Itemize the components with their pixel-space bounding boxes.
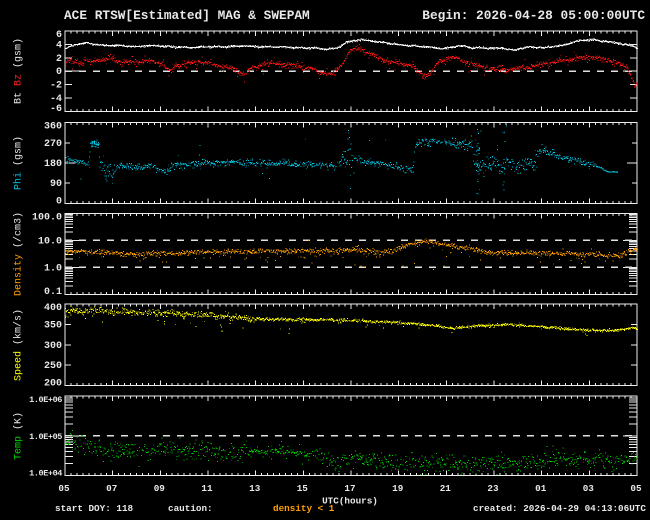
svg-text:2: 2: [56, 54, 62, 65]
svg-text:Begin: 2026-04-28 05:00:00UTC: Begin: 2026-04-28 05:00:00UTC: [422, 8, 645, 23]
svg-text:17: 17: [344, 483, 355, 494]
svg-text:300: 300: [44, 341, 62, 352]
svg-text:-2: -2: [50, 81, 62, 92]
svg-text:0: 0: [56, 67, 62, 78]
svg-text:90: 90: [50, 179, 62, 190]
svg-text:1.0E+04: 1.0E+04: [29, 468, 62, 478]
svg-text:21: 21: [440, 483, 452, 494]
svg-text:0: 0: [56, 196, 62, 207]
svg-text:Bt Bz (gsm): Bt Bz (gsm): [13, 38, 25, 104]
svg-text:350: 350: [44, 320, 62, 331]
svg-text:01: 01: [535, 483, 547, 494]
svg-text:1.0: 1.0: [44, 263, 62, 274]
svg-text:200: 200: [44, 378, 62, 389]
svg-text:360: 360: [44, 122, 62, 133]
svg-text:Phi (gsm): Phi (gsm): [13, 136, 25, 190]
svg-text:250: 250: [44, 361, 62, 372]
svg-text:-6: -6: [50, 104, 62, 115]
svg-text:15: 15: [297, 483, 309, 494]
svg-text:100.0: 100.0: [32, 213, 62, 224]
svg-text:Temp (K): Temp (K): [13, 412, 25, 460]
svg-text:6: 6: [56, 30, 62, 41]
svg-text:ACE RTSW[Estimated] MAG & SWEP: ACE RTSW[Estimated] MAG & SWEPAM: [64, 8, 310, 23]
svg-text:start DOY: 118: start DOY: 118: [55, 503, 134, 514]
svg-text:03: 03: [583, 483, 595, 494]
svg-text:Speed (km/s): Speed (km/s): [13, 309, 25, 381]
svg-text:23: 23: [487, 483, 499, 494]
svg-text:density < 1: density < 1: [273, 503, 335, 514]
svg-text:270: 270: [44, 139, 62, 150]
svg-text:10.0: 10.0: [38, 236, 62, 247]
svg-text:Density (/cm3): Density (/cm3): [13, 212, 25, 296]
svg-text:07: 07: [106, 483, 117, 494]
svg-text:180: 180: [44, 159, 62, 170]
svg-text:4: 4: [56, 40, 62, 51]
svg-text:09: 09: [154, 483, 166, 494]
svg-text:13: 13: [249, 483, 261, 494]
svg-text:400: 400: [44, 303, 62, 314]
svg-text:0.1: 0.1: [44, 287, 62, 298]
svg-text:-4: -4: [50, 94, 62, 105]
svg-text:caution:: caution:: [168, 503, 213, 514]
svg-text:1.0E+05: 1.0E+05: [29, 432, 62, 442]
svg-text:19: 19: [392, 483, 404, 494]
svg-text:05: 05: [630, 483, 642, 494]
svg-text:UTC(hours): UTC(hours): [322, 496, 378, 507]
svg-text:1.0E+06: 1.0E+06: [29, 395, 62, 405]
svg-text:11: 11: [201, 483, 213, 494]
svg-text:created: 2026-04-29 04:13:06UT: created: 2026-04-29 04:13:06UTC: [473, 503, 646, 514]
svg-text:05: 05: [58, 483, 70, 494]
